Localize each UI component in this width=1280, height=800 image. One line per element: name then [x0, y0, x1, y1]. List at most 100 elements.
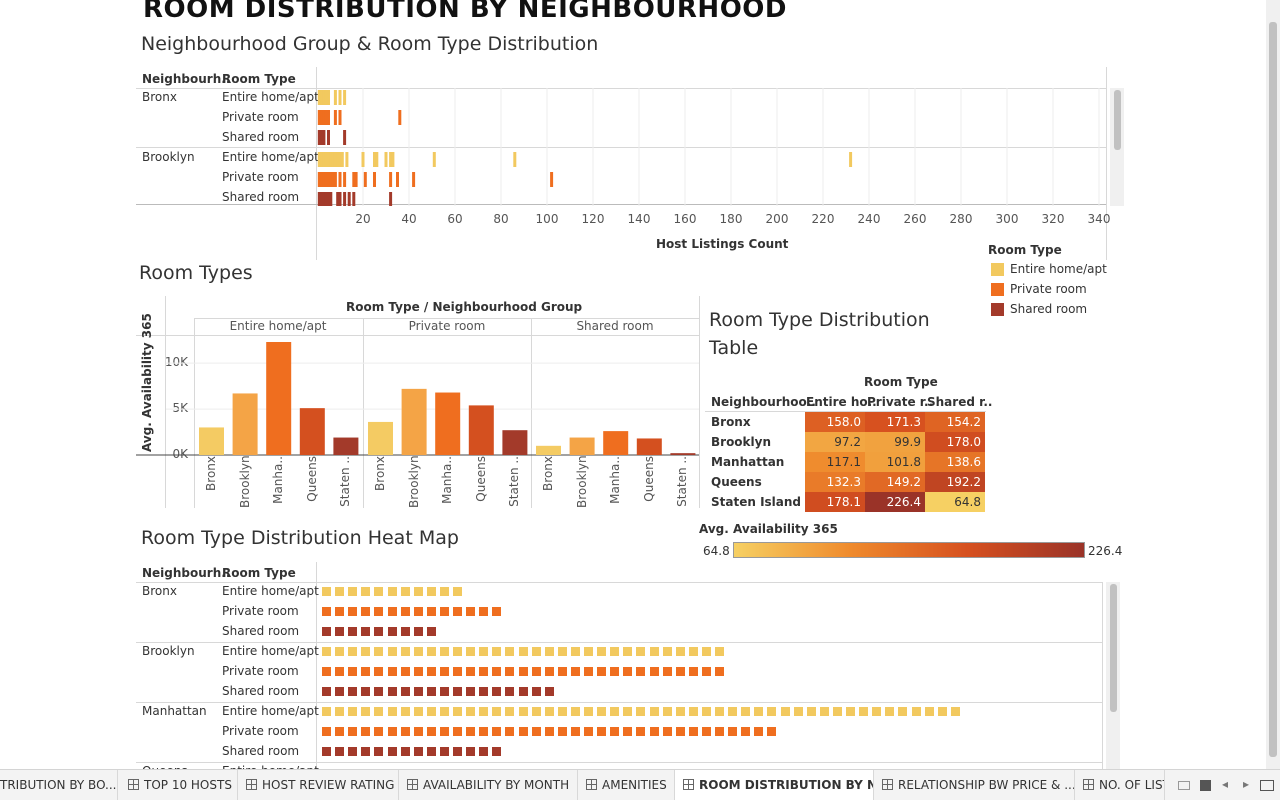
page-scrollbar[interactable]	[1266, 0, 1280, 769]
heat-square	[361, 707, 371, 716]
sheet-tab[interactable]: ROOM DISTRIBUTION BY N...	[675, 770, 874, 800]
legend-label: Shared room	[1010, 302, 1088, 316]
heat-square	[636, 707, 646, 716]
heat-square	[348, 707, 358, 716]
col-header-neighbourhood[interactable]: Neighbourh..	[142, 72, 231, 86]
heat-square	[636, 647, 646, 656]
listing-mark	[389, 152, 393, 167]
sheet-grid-icon	[882, 779, 893, 790]
sheet-tab[interactable]: TRIBUTION BY BO...	[0, 770, 118, 800]
sheet-grid-icon	[586, 779, 597, 790]
heatmap-scrollbar[interactable]	[1106, 582, 1120, 769]
sheet-grid-icon	[683, 779, 694, 790]
table-cell: 178.1	[805, 492, 865, 512]
bar	[435, 392, 461, 455]
heat-square	[597, 727, 607, 736]
col-header-room-type[interactable]: Room Type	[222, 72, 296, 86]
heat-square	[570, 727, 580, 736]
heat-square	[374, 747, 384, 756]
heat-square	[453, 647, 462, 656]
y-tick-label: 5K	[172, 401, 188, 416]
room-types-bar-chart[interactable]	[136, 335, 699, 510]
listing-mark	[327, 192, 330, 206]
heatmap-col-header-neighbourhood[interactable]: Neighbourh..	[142, 566, 231, 580]
heat-square	[348, 747, 358, 756]
heatmap-room-type-label: Private room	[222, 724, 299, 738]
sheet-tab[interactable]: AMENITIES	[578, 770, 675, 800]
listing-mark	[320, 130, 324, 145]
heat-square	[741, 727, 751, 736]
heat-square	[675, 667, 685, 676]
host-listings-strip-plot[interactable]	[316, 88, 1106, 206]
sheet-tab[interactable]: NO. OF LIST	[1075, 770, 1165, 800]
heat-square	[413, 627, 423, 636]
group-divider	[136, 702, 1102, 703]
heat-square	[413, 667, 423, 676]
heat-square	[675, 707, 685, 716]
heat-square	[610, 647, 620, 656]
section-title-table-2: Table	[709, 337, 759, 359]
listing-mark	[336, 152, 340, 167]
neighbourhood-label: Bronx	[142, 90, 177, 104]
heat-square	[544, 707, 554, 716]
heat-square	[322, 647, 331, 656]
heat-square	[479, 607, 489, 616]
next-sheet-icon[interactable]: ▸	[1243, 777, 1250, 791]
heat-square	[623, 667, 633, 676]
table-cell: 101.8	[865, 452, 925, 472]
scatter-scrollbar[interactable]	[1110, 88, 1124, 206]
listing-mark	[317, 192, 321, 206]
listing-mark	[324, 192, 328, 206]
bar	[199, 427, 224, 455]
table-cell: 64.8	[925, 492, 985, 512]
sheet-tab-label: ROOM DISTRIBUTION BY N...	[699, 778, 874, 792]
listing-mark	[322, 110, 326, 125]
listing-mark	[322, 172, 326, 187]
heat-square	[570, 667, 580, 676]
color-scale-max: 226.4	[1088, 544, 1123, 558]
heat-square	[426, 647, 436, 656]
heat-square	[701, 707, 711, 716]
listing-mark	[324, 90, 328, 105]
sheet-tab[interactable]: RELATIONSHIP BW PRICE & ...	[874, 770, 1075, 800]
heatmap-room-type-label: Shared room	[222, 684, 300, 698]
heat-square	[505, 687, 515, 696]
listing-mark	[347, 192, 351, 206]
heat-square	[322, 587, 331, 596]
color-scale-title: Avg. Availability 365	[699, 522, 838, 536]
heat-square	[335, 627, 345, 636]
listing-mark	[329, 192, 333, 206]
sheet-tab[interactable]: AVAILABILITY BY MONTH	[399, 770, 578, 800]
heat-square	[544, 667, 554, 676]
filmstrip-view-icon[interactable]	[1200, 780, 1211, 791]
table-row-label: Staten Island	[711, 495, 802, 509]
bar	[232, 393, 258, 455]
heat-square	[400, 667, 410, 676]
listing-mark	[317, 172, 321, 187]
listing-mark	[389, 172, 393, 187]
heatmap-col-header-room-type[interactable]: Room Type	[222, 566, 296, 580]
listing-mark	[331, 152, 335, 167]
heat-square	[413, 607, 423, 616]
listing-mark	[352, 172, 356, 187]
heat-square	[531, 687, 541, 696]
sheet-tab[interactable]: TOP 10 HOSTS	[120, 770, 238, 800]
prev-sheet-icon[interactable]: ◂	[1222, 777, 1229, 791]
listing-mark	[320, 192, 324, 206]
table-cell: 132.3	[805, 472, 865, 492]
heat-square	[924, 707, 934, 716]
section-title-distribution: Neighbourhood Group & Room Type Distribu…	[141, 33, 599, 55]
panel-divider	[531, 318, 532, 508]
presentation-icon[interactable]	[1260, 780, 1274, 791]
legend-swatch	[991, 263, 1004, 276]
heat-square	[649, 727, 659, 736]
sheet-tab[interactable]: HOST REVIEW RATING	[238, 770, 399, 800]
listing-mark	[322, 90, 326, 105]
table-cell: 192.2	[925, 472, 985, 492]
heat-square	[531, 647, 541, 656]
heat-square	[387, 727, 397, 736]
panel-divider	[363, 318, 364, 508]
heat-square	[819, 707, 829, 716]
x-tick-label: 180	[719, 212, 743, 226]
grid-view-icon[interactable]	[1178, 781, 1190, 790]
